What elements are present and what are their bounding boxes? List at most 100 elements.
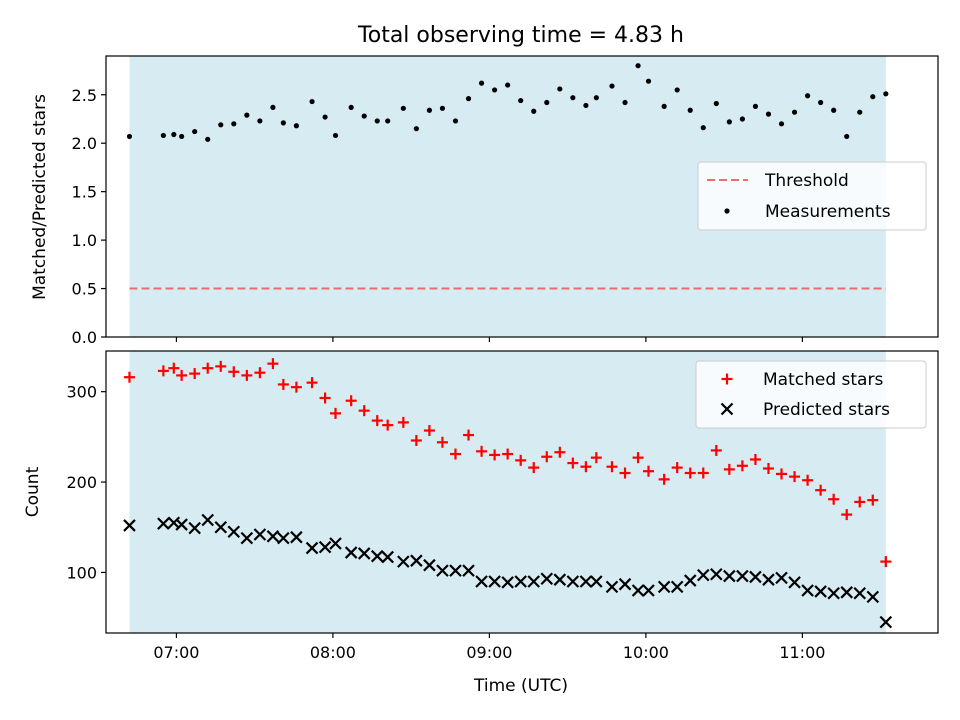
matched-stars-point [290,381,302,393]
predicted-stars-point [449,564,462,577]
measurement-point [791,109,798,115]
matched-stars-point [802,474,814,486]
predicted-stars-point [290,530,303,544]
measurement-point [570,95,576,101]
matched-stars-point [697,467,709,479]
count-panel: 100 200 300 07:00 08:00 09:00 10:00 11:00 Count… [23,350,939,662]
predicted-stars-point [214,520,228,534]
matched-stars-point [345,395,357,407]
measurement-point [713,100,719,107]
predicted-stars-point [683,574,697,587]
predicted-stars-point [201,513,214,527]
measurement-point [804,93,811,99]
y-tick-label: 0.5 [72,280,97,299]
predicted-stars-point [240,531,254,545]
matched-stars-point [176,369,188,381]
measurement-point [844,133,850,140]
measurement-point [322,114,328,120]
measurement-point [726,119,732,125]
predicted-stars-point [553,573,567,586]
predicted-stars-point [590,575,603,588]
measurements-legend-swatch [724,208,730,214]
measurement-point [171,131,177,138]
measurement-point [645,78,652,84]
matched-stars-point [330,407,342,419]
ratio-y-axis-label: Matched/Predicted stars [30,94,50,300]
measurement-point [126,133,133,140]
measurement-point [700,125,706,131]
measurement-point [374,118,380,124]
predicted-stars-point [579,575,593,588]
predicted-stars-point [540,572,554,586]
matched-stars-point [710,444,722,456]
ratio-legend-box [697,161,927,231]
measurement-point [270,104,276,110]
measurement-point [413,126,419,132]
predicted-stars-point [527,575,541,588]
matched-stars-point [397,416,409,428]
y-tick-label: 200 [66,473,97,492]
measurement-point [609,83,615,89]
measurement-point [518,97,524,104]
measurement-point [857,109,863,115]
measurement-point [622,99,628,106]
predicted-stars-point [762,573,775,586]
measurement-point [661,103,667,109]
predicted-stars-point [266,530,280,543]
matched-stars-point [489,449,501,461]
predicted-stars-point [157,517,170,530]
predicted-stars-point [475,575,488,588]
plot-frame [105,55,939,338]
measurement-point [478,80,485,86]
matched-stars-point [319,392,331,404]
measurement-point [385,118,391,124]
predicted-stars-point [814,585,827,598]
predicted-stars-point [175,518,188,531]
matched-stars-point [736,460,748,472]
matched-stars-point [528,462,540,474]
matched-stars-point [815,484,827,496]
matched-stars-point [554,446,566,458]
predicted-stars-point [329,537,342,550]
predicted-stars-point [501,576,514,589]
measurement-point [674,87,680,93]
matched-stars-point [423,425,435,437]
matched-stars-point [463,429,475,441]
matched-stars-point [157,365,169,377]
predicted-stars-point [370,549,384,563]
matched-stars-point [880,556,892,568]
predicted-stars-point [381,550,394,564]
predicted-stars-point [710,567,723,581]
measurement-point [583,102,589,109]
matched-stars-point [267,358,279,370]
matched-stars-point [502,448,514,460]
measurement-point [244,112,250,118]
matched-stars-point [580,461,592,473]
predicted-stars-legend-swatch [720,402,734,416]
measurement-point [883,91,889,97]
predicted-stars-point [253,528,267,541]
matched-stars-point [358,405,370,417]
measurement-point [205,136,211,142]
predicted-stars-point [605,580,619,594]
plot-frame [105,350,939,634]
count-y-axis-label: Count [23,466,43,517]
predicted-stars-point [423,558,436,572]
matched-stars-point [241,369,253,381]
y-tick-label: 1.0 [72,231,97,250]
matched-stars-point [867,494,879,506]
predicted-stars-point [788,576,801,589]
matched-stars-series [123,358,892,568]
measurement-point [439,105,446,111]
matched-stars-point [215,360,227,372]
measurement-point [505,82,511,88]
predicted-stars-legend-label: Predicted stars [763,400,890,420]
predicted-stars-point [357,547,371,560]
predicted-stars-point [123,519,136,532]
predicted-stars-point [397,555,410,568]
matched-stars-point [410,434,422,446]
predicted-stars-point [436,564,449,577]
x-tick-label: 11:00 [779,643,825,662]
count-axes: 100 200 300 07:00 08:00 09:00 10:00 11:00 [66,350,939,662]
predicted-stars-point [488,575,501,588]
